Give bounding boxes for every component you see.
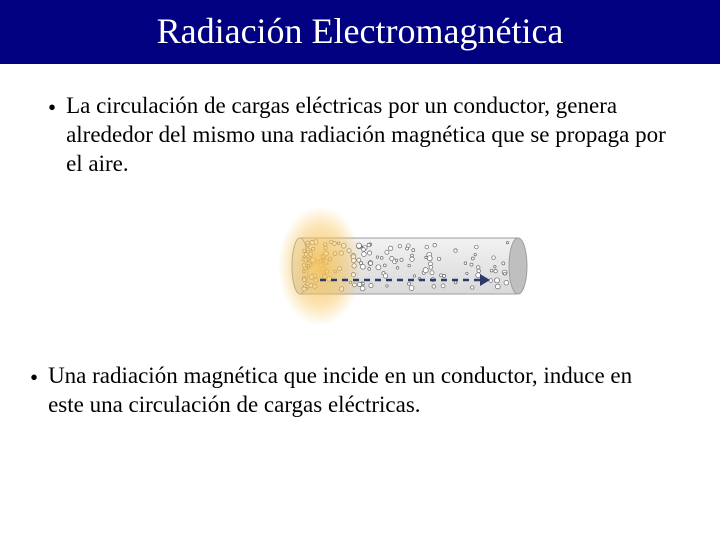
page-title: Radiación Electromagnética [157,11,564,51]
bullet-mark-icon: • [48,92,56,123]
content-area: • La circulación de cargas eléctricas po… [0,64,720,420]
title-bar: Radiación Electromagnética [0,0,720,64]
bullet-2-text: Una radiación magnética que incide en un… [48,362,672,420]
bullet-2: • Una radiación magnética que incide en … [30,362,672,420]
bullet-mark-icon: • [30,362,38,393]
bullet-1: • La circulación de cargas eléctricas po… [48,92,672,178]
conductor-svg [190,202,530,332]
conductor-figure [48,202,672,332]
bullet-1-text: La circulación de cargas eléctricas por … [66,92,672,178]
